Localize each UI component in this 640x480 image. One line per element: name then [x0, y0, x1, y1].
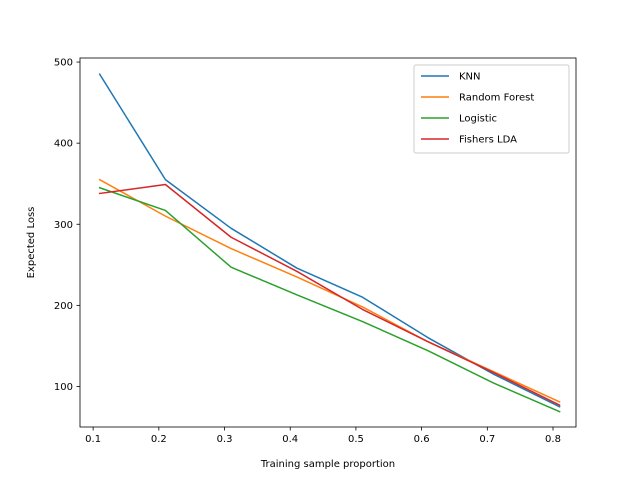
x-tick-label: 0.2 — [151, 434, 167, 445]
series-lines — [98, 73, 561, 413]
plot-frame — [79, 57, 577, 428]
x-tick-label: 0.1 — [85, 434, 101, 445]
y-tick-label: 500 — [54, 58, 73, 69]
legend-frame — [413, 64, 570, 154]
y-tick-label: 400 — [54, 139, 73, 150]
x-tick-label: 0.6 — [414, 434, 430, 445]
y-tick-label: 200 — [54, 301, 73, 312]
series-line-3 — [98, 183, 561, 407]
x-tick-label: 0.3 — [217, 434, 233, 445]
x-tick-label: 0.8 — [545, 434, 561, 445]
y-axis-ticks: 100 200 300 400 500 — [54, 58, 80, 393]
y-tick-label: 300 — [54, 220, 73, 231]
legend-label: KNN — [459, 72, 481, 83]
legend-label: Random Forest — [459, 93, 534, 104]
x-axis-label: Training sample proportion — [260, 459, 395, 470]
y-tick-label: 100 — [54, 382, 73, 393]
legend-label: Logistic — [459, 114, 497, 125]
y-axis-label: Expected Loss — [26, 207, 37, 279]
x-tick-label: 0.7 — [479, 434, 495, 445]
series-line-2 — [98, 186, 561, 413]
x-tick-label: 0.5 — [348, 434, 364, 445]
legend: KNN Random Forest Logistic Fishers LDA — [413, 64, 570, 154]
x-axis-ticks: 0.1 0.2 0.3 0.4 0.5 0.6 0.7 0.8 — [85, 427, 561, 445]
x-tick-label: 0.4 — [282, 434, 298, 445]
legend-label: Fishers LDA — [459, 135, 517, 146]
